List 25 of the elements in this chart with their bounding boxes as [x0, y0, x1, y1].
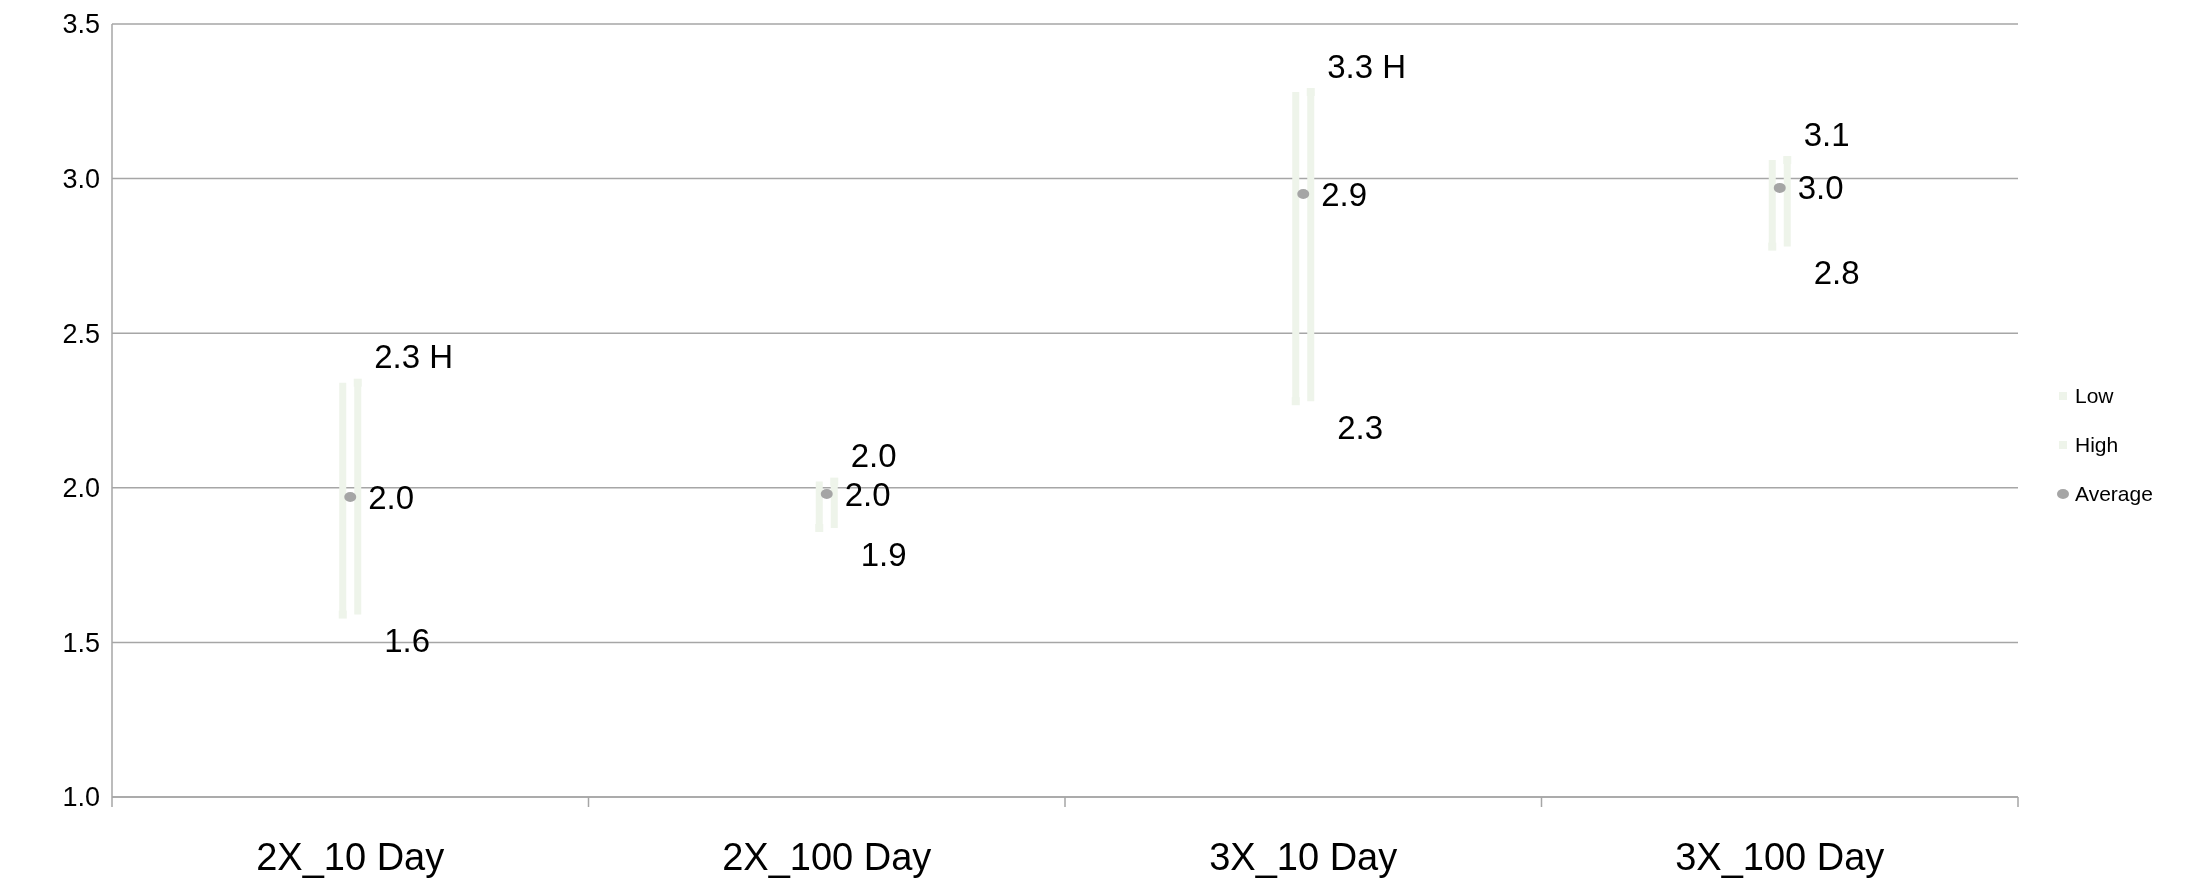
data-label: 3.3 H — [1327, 47, 1407, 85]
y-tick-label: 1.5 — [62, 627, 100, 658]
x-tick-label: 3X_100 Day — [1675, 836, 1885, 879]
legend-label: Low — [2075, 384, 2115, 408]
data-label: 1.9 — [860, 535, 907, 573]
legend-label: Average — [2075, 482, 2153, 506]
y-tick-label: 1.0 — [62, 782, 100, 813]
y-tick-label: 3.5 — [62, 9, 100, 40]
data-label: 3.1 — [1803, 115, 1850, 153]
data-label: 2.8 — [1813, 254, 1860, 292]
data-label: 3.0 — [1797, 169, 1844, 207]
x-tick-label: 2X_100 Day — [722, 836, 932, 879]
data-label: 2.0 — [850, 437, 897, 475]
x-tick-label: 2X_10 Day — [256, 836, 445, 879]
data-label: 2.0 — [844, 475, 891, 513]
data-label: 2.0 — [368, 478, 415, 516]
data-label: 2.3 — [1337, 408, 1384, 446]
y-tick-label: 2.0 — [62, 473, 100, 504]
data-label: 1.6 — [384, 622, 431, 660]
data-label: 2.9 — [1321, 175, 1368, 213]
y-tick-label: 3.0 — [62, 164, 100, 195]
x-tick-label: 3X_10 Day — [1209, 836, 1398, 879]
y-tick-label: 2.5 — [62, 318, 100, 349]
legend-label: High — [2075, 433, 2119, 457]
data-label: 2.3 H — [374, 338, 454, 376]
